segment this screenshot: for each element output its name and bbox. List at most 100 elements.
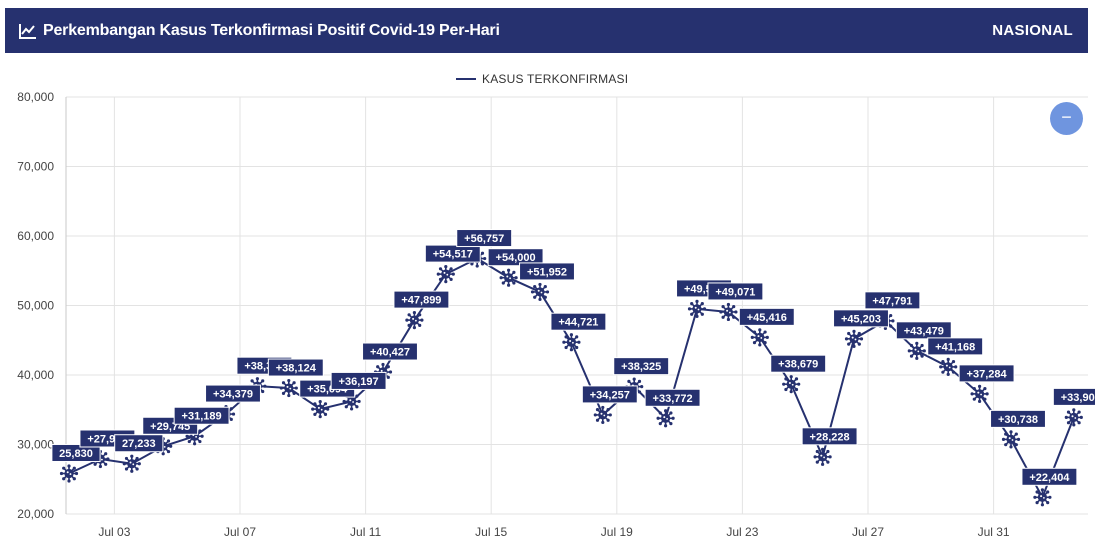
data-label-text: 27,233 — [122, 438, 156, 450]
x-tick-label: Jul 15 — [475, 525, 507, 539]
data-label-text: +30,738 — [998, 414, 1038, 426]
data-point-marker[interactable] — [342, 392, 361, 411]
data-point-marker[interactable] — [59, 464, 79, 483]
data-point-marker[interactable] — [656, 409, 675, 428]
data-label-text: +54,000 — [496, 252, 536, 264]
legend-swatch — [456, 78, 476, 80]
data-point-marker[interactable] — [970, 384, 989, 403]
data-label-text: +28,228 — [810, 431, 850, 443]
legend-item[interactable]: KASUS TERKONFIRMASI — [456, 69, 628, 89]
data-label-text: +34,379 — [213, 389, 253, 401]
data-point-marker[interactable] — [279, 378, 298, 398]
data-label: 27,233 — [114, 434, 164, 453]
data-label: +47,791 — [864, 291, 921, 310]
data-point-marker[interactable] — [939, 357, 958, 376]
data-label-text: +36,197 — [339, 376, 379, 388]
data-label: 25,830 — [51, 443, 101, 462]
data-label: +45,416 — [738, 307, 795, 326]
data-point-marker[interactable] — [782, 375, 801, 394]
data-point-marker[interactable] — [405, 311, 424, 330]
y-tick-label: 30,000 — [17, 438, 54, 452]
data-point-marker[interactable] — [311, 399, 330, 419]
collapse-icon: − — [1061, 107, 1072, 127]
data-label-text: +31,189 — [182, 411, 222, 423]
data-point-marker[interactable] — [687, 299, 707, 319]
data-label-text: +40,427 — [370, 347, 410, 359]
x-axis: Jul 03 Jul 07 Jul 11 Jul 15 Jul 19 Jul 23 Jul … — [98, 525, 1010, 539]
data-point-marker[interactable] — [122, 454, 141, 473]
data-label: +51,952 — [519, 262, 575, 281]
data-label-text: +54,517 — [433, 249, 473, 261]
data-point-marker[interactable] — [719, 302, 738, 322]
data-point-marker[interactable] — [593, 405, 612, 425]
data-label-text: +44,721 — [558, 317, 598, 329]
data-label-text: +47,899 — [401, 295, 441, 307]
y-tick-label: 50,000 — [17, 299, 54, 313]
data-label-text: +33,900 — [1061, 392, 1095, 404]
x-tick-label: Jul 23 — [726, 525, 758, 539]
data-label-text: +34,257 — [590, 389, 630, 401]
series-path — [68, 257, 1075, 500]
data-label: +54,000 — [487, 248, 544, 267]
data-label-text: +51,952 — [527, 266, 567, 278]
x-tick-label: Jul 07 — [224, 525, 256, 539]
data-label-text: +47,791 — [872, 295, 912, 307]
data-label: +45,203 — [833, 309, 889, 328]
data-point-marker[interactable] — [750, 328, 769, 347]
data-label: +54,517 — [424, 244, 481, 263]
data-label: +43,479 — [895, 321, 952, 340]
data-label: +37,284 — [958, 364, 1015, 383]
scope-label[interactable]: NASIONAL — [992, 22, 1073, 39]
data-label-text: +41,168 — [935, 341, 975, 353]
header-title-group: Perkembangan Kasus Terkonfirmasi Positif… — [19, 8, 500, 53]
data-point-marker[interactable] — [530, 282, 550, 302]
data-label: +38,325 — [613, 357, 670, 376]
collapse-button[interactable]: − — [1050, 102, 1083, 135]
data-label: +49,071 — [707, 282, 764, 301]
data-label: +38,679 — [770, 354, 827, 373]
chart-title: Perkembangan Kasus Terkonfirmasi Positif… — [43, 21, 500, 39]
data-label-text: +56,757 — [464, 233, 504, 245]
data-label: +41,168 — [927, 337, 984, 356]
data-labels: 25,830+27,91327,233+29,745+31,189+34,379… — [51, 229, 1095, 486]
data-label: +36,197 — [330, 371, 387, 390]
data-point-marker[interactable] — [1033, 488, 1052, 507]
y-tick-label: 80,000 — [17, 90, 54, 104]
data-label: +47,899 — [393, 290, 450, 309]
data-label: +56,757 — [456, 229, 513, 248]
data-label: +34,257 — [581, 385, 638, 404]
series-markers — [59, 249, 1083, 507]
data-label-text: +38,325 — [621, 361, 661, 373]
data-label: +33,772 — [644, 388, 701, 407]
data-point-marker[interactable] — [1001, 430, 1021, 449]
x-tick-label: Jul 19 — [601, 525, 633, 539]
data-point-marker[interactable] — [907, 341, 926, 360]
data-label: +33,900 — [1052, 387, 1095, 406]
data-label: +44,721 — [550, 312, 607, 331]
data-point-marker[interactable] — [499, 268, 518, 287]
data-point-marker[interactable] — [562, 333, 581, 352]
data-label-text: +43,479 — [904, 325, 944, 337]
data-label-text: 25,830 — [59, 448, 93, 460]
data-label-text: +38,124 — [276, 363, 317, 375]
y-tick-label: 40,000 — [17, 368, 54, 382]
data-label: +34,379 — [205, 384, 261, 403]
data-label-text: +33,772 — [653, 393, 693, 405]
data-point-marker[interactable] — [844, 329, 864, 348]
data-point-marker[interactable] — [813, 447, 832, 466]
x-tick-label: Jul 11 — [350, 525, 381, 539]
chart-grid — [66, 96, 1088, 515]
data-point-marker[interactable] — [1064, 408, 1083, 427]
x-tick-label: Jul 03 — [98, 525, 130, 539]
data-label: +22,404 — [1021, 467, 1078, 486]
x-tick-label: Jul 27 — [852, 525, 884, 539]
data-label-text: +38,679 — [778, 359, 818, 371]
y-tick-label: 60,000 — [17, 229, 54, 243]
data-point-marker[interactable] — [436, 265, 455, 284]
line-chart-icon — [19, 23, 36, 39]
data-label-text: +22,404 — [1029, 472, 1070, 484]
data-label-text: +45,416 — [747, 312, 787, 324]
data-label-text: +37,284 — [967, 368, 1008, 380]
legend-label: KASUS TERKONFIRMASI — [482, 72, 629, 86]
